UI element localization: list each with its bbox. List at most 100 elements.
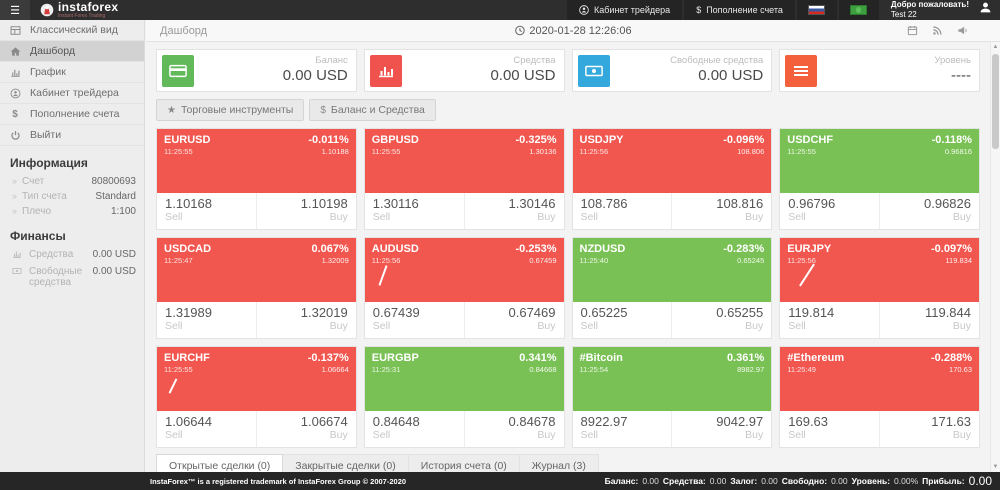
last-price: 1.10188 bbox=[321, 147, 349, 156]
tile-usdcad[interactable]: USDCAD 11:25:47 0.067% 1.32009 1.31989 S… bbox=[156, 237, 357, 339]
buy-label: Buy bbox=[537, 211, 556, 223]
sell-quote[interactable]: 0.67439 Sell bbox=[365, 302, 464, 338]
brand-logo[interactable]: instaforex Instant Forex Trading bbox=[40, 1, 118, 19]
sell-quote[interactable]: 1.30116 Sell bbox=[365, 193, 464, 229]
deals-tabs: Открытые сделки (0) Закрытые сделки (0) … bbox=[156, 454, 1000, 472]
credit-card-icon bbox=[162, 54, 194, 87]
chevrons-icon: » bbox=[12, 206, 18, 216]
vertical-scrollbar[interactable]: ▲ ▼ bbox=[990, 42, 1000, 472]
info-row-leverage: » Плечо 1:100 bbox=[0, 204, 144, 219]
finance-value: 0.00 USD bbox=[92, 266, 136, 277]
calendar-icon[interactable] bbox=[907, 25, 918, 36]
welcome-text: Добро пожаловать! Test 22 bbox=[891, 0, 969, 19]
rss-icon[interactable] bbox=[932, 25, 943, 36]
buy-quote[interactable]: 0.84678 Buy bbox=[463, 411, 564, 447]
buy-quote[interactable]: 0.65255 Buy bbox=[671, 302, 771, 338]
change-percent: -0.011% bbox=[308, 134, 349, 146]
change-percent: -0.288% bbox=[931, 352, 972, 364]
sidebar-toggle-button[interactable]: ☰ bbox=[0, 0, 30, 20]
tile-usdchf[interactable]: USDCHF 11:25:55 -0.118% 0.96816 0.96796 … bbox=[779, 128, 980, 230]
tab-account-history[interactable]: История счета (0) bbox=[408, 454, 520, 472]
buy-quote[interactable]: 0.67469 Buy bbox=[463, 302, 564, 338]
buy-quote[interactable]: 0.96826 Buy bbox=[879, 193, 979, 229]
sell-quote[interactable]: 0.65225 Sell bbox=[573, 302, 672, 338]
buy-quote[interactable]: 9042.97 Buy bbox=[671, 411, 771, 447]
summary-value: 0.00 bbox=[761, 476, 778, 486]
instrument-symbol: EURUSD bbox=[164, 134, 211, 146]
quote-time: 11:25:54 bbox=[579, 365, 609, 374]
sidebar-item-classic-view[interactable]: Классический вид bbox=[0, 20, 144, 41]
tile-eurchf[interactable]: EURCHF 11:25:55 -0.137% 1.06664 1.06644 … bbox=[156, 346, 357, 448]
scroll-up-icon[interactable]: ▲ bbox=[992, 44, 999, 50]
sell-quote[interactable]: 0.96796 Sell bbox=[780, 193, 879, 229]
sidebar-item-chart[interactable]: График bbox=[0, 62, 144, 83]
buy-quote[interactable]: 1.06674 Buy bbox=[255, 411, 356, 447]
currency-switch[interactable] bbox=[838, 0, 879, 20]
tab-journal[interactable]: Журнал (3) bbox=[519, 454, 599, 472]
tile-gbpusd[interactable]: GBPUSD 11:25:55 -0.325% 1.30136 1.30116 … bbox=[363, 128, 565, 230]
tab-open-deals[interactable]: Открытые сделки (0) bbox=[156, 454, 284, 472]
power-icon bbox=[0, 130, 30, 141]
buy-quote[interactable]: 119.844 Buy bbox=[879, 302, 979, 338]
tab-closed-deals[interactable]: Закрытые сделки (0) bbox=[283, 454, 409, 472]
last-price: 119.834 bbox=[945, 256, 972, 265]
filter-buttons-row: ★ Торговые инструменты $ Баланс и Средст… bbox=[156, 99, 990, 121]
sidebar-item-dashboard[interactable]: Дашборд bbox=[0, 41, 144, 62]
quote-time: 11:25:55 bbox=[371, 147, 401, 156]
trading-instruments-button[interactable]: ★ Торговые инструменты bbox=[156, 99, 305, 121]
sell-quote[interactable]: 1.31989 Sell bbox=[157, 302, 256, 338]
deposit-button[interactable]: $ Пополнение счета bbox=[684, 0, 795, 20]
sidebar-item-trader-cabinet[interactable]: Кабинет трейдера bbox=[0, 83, 144, 104]
tile-eurgbp[interactable]: EURGBP 11:25:31 0.341% 0.84668 0.84648 S… bbox=[363, 346, 565, 448]
trader-cabinet-button[interactable]: Кабинет трейдера bbox=[567, 0, 683, 20]
tile-eurjpy[interactable]: EURJPY 11:25:56 -0.097% 119.834 119.814 … bbox=[779, 237, 980, 339]
info-label: Счет bbox=[22, 176, 45, 187]
summary-label: Залог: bbox=[730, 476, 758, 486]
buy-quote[interactable]: 1.32019 Buy bbox=[255, 302, 356, 338]
tile-bitcoin[interactable]: #Bitcoin 11:25:54 0.361% 8982.97 8922.97… bbox=[571, 346, 773, 448]
avatar-icon bbox=[980, 2, 991, 13]
section-title-finance: Финансы bbox=[10, 229, 66, 243]
sparkline bbox=[799, 263, 816, 287]
sell-label: Sell bbox=[372, 429, 391, 441]
tab-label: Закрытые сделки (0) bbox=[295, 460, 396, 472]
sidebar-item-logout[interactable]: Выйти bbox=[0, 125, 144, 146]
buy-quote[interactable]: 1.10198 Buy bbox=[255, 193, 356, 229]
summary-label: Прибыль: bbox=[922, 476, 965, 486]
tile-ethereum[interactable]: #Ethereum 11:25:49 -0.288% 170.63 169.63… bbox=[779, 346, 980, 448]
tile-nzdusd[interactable]: NZDUSD 11:25:40 -0.283% 0.65245 0.65225 … bbox=[571, 237, 773, 339]
buy-quote[interactable]: 108.816 Buy bbox=[671, 193, 771, 229]
buy-label: Buy bbox=[745, 211, 764, 223]
scrollbar-thumb[interactable] bbox=[992, 54, 999, 149]
sell-quote[interactable]: 0.84648 Sell bbox=[365, 411, 464, 447]
sell-quote[interactable]: 1.10168 Sell bbox=[157, 193, 256, 229]
tile-header: USDCHF 11:25:55 -0.118% 0.96816 bbox=[780, 129, 979, 193]
sell-quote[interactable]: 119.814 Sell bbox=[780, 302, 879, 338]
buy-quote[interactable]: 1.30146 Buy bbox=[463, 193, 564, 229]
sidebar-item-deposit[interactable]: $ Пополнение счета bbox=[0, 104, 144, 125]
sell-quote[interactable]: 108.786 Sell bbox=[573, 193, 672, 229]
buy-label: Buy bbox=[329, 429, 348, 441]
sell-quote[interactable]: 1.06644 Sell bbox=[157, 411, 256, 447]
classic-view-icon bbox=[0, 25, 30, 36]
change-percent: -0.283% bbox=[723, 243, 765, 255]
sell-price: 0.84648 bbox=[372, 414, 420, 429]
tile-header: USDJPY 11:25:56 -0.096% 108.806 bbox=[572, 129, 772, 193]
tile-usdjpy[interactable]: USDJPY 11:25:56 -0.096% 108.806 108.786 … bbox=[571, 128, 773, 230]
tile-eurusd[interactable]: EURUSD 11:25:55 -0.011% 1.10188 1.10168 … bbox=[156, 128, 357, 230]
sell-quote[interactable]: 8922.97 Sell bbox=[573, 411, 672, 447]
tile-audusd[interactable]: AUDUSD 11:25:56 -0.253% 0.67459 0.67439 … bbox=[363, 237, 565, 339]
sell-quote[interactable]: 169.63 Sell bbox=[780, 411, 879, 447]
tab-label: Журнал (3) bbox=[531, 460, 586, 472]
language-switch[interactable] bbox=[796, 0, 837, 20]
sell-label: Sell bbox=[580, 211, 599, 223]
balance-and-funds-button[interactable]: $ Баланс и Средства bbox=[309, 99, 436, 121]
megaphone-icon[interactable] bbox=[957, 25, 968, 36]
last-price: 0.96816 bbox=[944, 147, 972, 156]
banknote-icon bbox=[577, 54, 610, 87]
deposit-label: Пополнение счета bbox=[706, 5, 783, 15]
scroll-down-icon[interactable]: ▼ bbox=[992, 464, 999, 470]
profile-menu-button[interactable] bbox=[979, 1, 992, 19]
buy-quote[interactable]: 171.63 Buy bbox=[879, 411, 979, 447]
quote-time: 11:25:56 bbox=[579, 147, 609, 156]
